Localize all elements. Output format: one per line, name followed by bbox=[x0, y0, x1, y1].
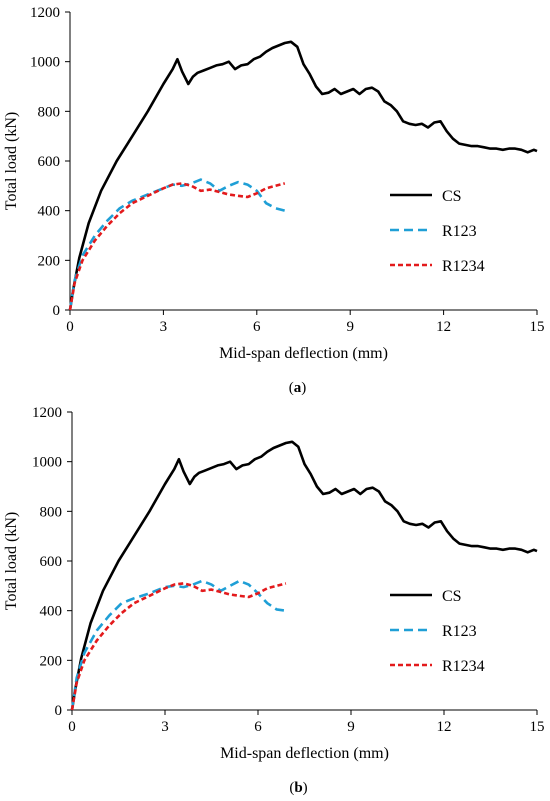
x-tick-label: 0 bbox=[68, 719, 76, 735]
y-tick-label: 1200 bbox=[32, 405, 62, 421]
x-tick-label: 3 bbox=[161, 719, 169, 735]
series-line-cs bbox=[68, 40, 538, 311]
x-tick-label: 9 bbox=[346, 319, 354, 335]
y-tick-label: 600 bbox=[40, 554, 63, 570]
y-axis-title: Total load (kN) bbox=[3, 112, 20, 210]
chart-panel-b: 0 200 400 600 800 1000 1200 0 3 6 9 12 15 Mid-span de… bbox=[3, 405, 545, 796]
y-tick-label: 400 bbox=[40, 604, 63, 620]
x-axis-title: Mid-span deflection (mm) bbox=[219, 345, 388, 362]
chart-panel-a: 0 200 400 600 800 1000 1200 0 3 6 9 12 15 Mid-span de… bbox=[3, 5, 545, 396]
y-tick-label: 400 bbox=[38, 204, 61, 220]
x-tick-label: 15 bbox=[530, 719, 545, 735]
y-tick-label: 1200 bbox=[30, 5, 60, 21]
series-line-r123 bbox=[70, 579, 287, 711]
series-line-r123 bbox=[68, 178, 286, 311]
legend-label-r1234: R1234 bbox=[442, 658, 485, 675]
legend-label-r1234: R1234 bbox=[442, 258, 485, 275]
y-tick-label: 800 bbox=[38, 104, 61, 120]
x-tick-label: 0 bbox=[66, 319, 74, 335]
x-tick-label: 12 bbox=[437, 719, 452, 735]
legend: CS R123 R1234 bbox=[390, 188, 485, 275]
y-tick-label: 0 bbox=[53, 303, 61, 319]
y-axis-title: Total load (kN) bbox=[3, 512, 20, 610]
y-tick-label: 0 bbox=[55, 703, 63, 719]
x-axis-title: Mid-span deflection (mm) bbox=[220, 745, 389, 762]
legend: CS R123 R1234 bbox=[390, 588, 485, 675]
series-line-r1234 bbox=[70, 582, 287, 711]
y-tick-label: 200 bbox=[38, 253, 61, 269]
x-tick-label: 9 bbox=[347, 719, 355, 735]
y-tick-label: 600 bbox=[38, 154, 61, 170]
panel-caption: (a) bbox=[289, 380, 307, 396]
y-tick-label: 200 bbox=[40, 653, 63, 669]
legend-label-r123: R123 bbox=[442, 223, 477, 240]
x-tick-label: 6 bbox=[253, 319, 261, 335]
x-tick-label: 12 bbox=[436, 319, 451, 335]
legend-label-cs: CS bbox=[442, 188, 462, 205]
legend-label-r123: R123 bbox=[442, 623, 477, 640]
series-line-cs bbox=[70, 440, 538, 711]
x-tick-label: 15 bbox=[530, 319, 545, 335]
y-tick-label: 800 bbox=[40, 504, 63, 520]
y-tick-label: 1000 bbox=[30, 55, 60, 71]
legend-label-cs: CS bbox=[442, 588, 462, 605]
x-tick-label: 3 bbox=[160, 319, 168, 335]
series-line-r1234 bbox=[68, 182, 286, 311]
panel-caption: (b) bbox=[289, 780, 307, 796]
x-tick-label: 6 bbox=[254, 719, 262, 735]
y-tick-label: 1000 bbox=[32, 455, 62, 471]
